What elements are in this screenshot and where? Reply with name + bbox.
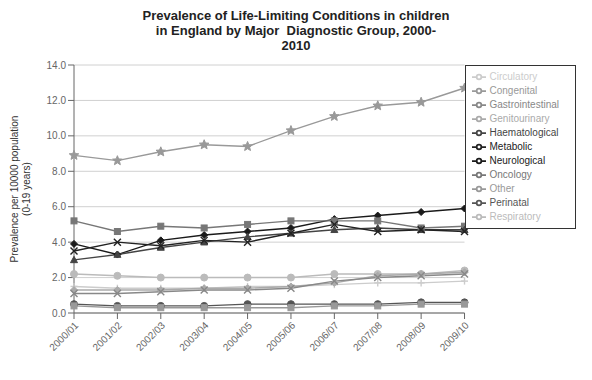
html-text:Oncology: Oncology [489,168,532,180]
svg-text:2008/09: 2008/09 [394,319,428,353]
html-text:Gastrointestinal: Gastrointestinal [489,98,559,110]
html-text:Haematological: Haematological [489,126,559,138]
svg-text:14.0: 14.0 [47,60,67,71]
svg-text:2001/02: 2001/02 [90,319,124,353]
svg-text:4.0: 4.0 [52,237,66,248]
svg-text:8.0: 8.0 [52,166,66,177]
svg-text:2005/06: 2005/06 [264,319,298,353]
svg-text:2006/07: 2006/07 [307,319,341,353]
html-text:Prevalence of Life-Limiting Co: Prevalence of Life-Limiting Conditions i… [142,8,450,23]
svg-text:Prevalence per 10000 populatio: Prevalence per 10000 population(0-19 yea… [9,116,32,263]
svg-text:2003/04: 2003/04 [177,319,211,353]
html-text:Perinatal: Perinatal [489,196,529,208]
svg-text:2009/10: 2009/10 [438,319,472,353]
html-text:Neurological: Neurological [489,154,546,166]
svg-text:2007/08: 2007/08 [351,319,385,353]
html-text:Congenital: Congenital [489,84,538,96]
html-text:Metabolic: Metabolic [489,140,533,152]
svg-text:6.0: 6.0 [52,201,66,212]
svg-text:10.0: 10.0 [47,130,67,141]
svg-text:2.0: 2.0 [52,272,66,283]
html-text:Respiratory: Respiratory [489,210,541,222]
svg-text:2002/03: 2002/03 [134,319,168,353]
svg-text:12.0: 12.0 [47,95,67,106]
svg-text:2000/01: 2000/01 [47,319,81,353]
html-text:2010: 2010 [281,38,311,53]
svg-text:0.0: 0.0 [52,308,66,319]
html-text:Other: Other [489,182,515,194]
html-text:in England by Major Diagnostic: in England by Major Diagnostic Group, 20… [155,23,437,38]
svg-text:2004/05: 2004/05 [221,319,255,353]
html-text:Circulatory: Circulatory [489,70,538,82]
html-text:Genitourinary: Genitourinary [489,112,550,124]
